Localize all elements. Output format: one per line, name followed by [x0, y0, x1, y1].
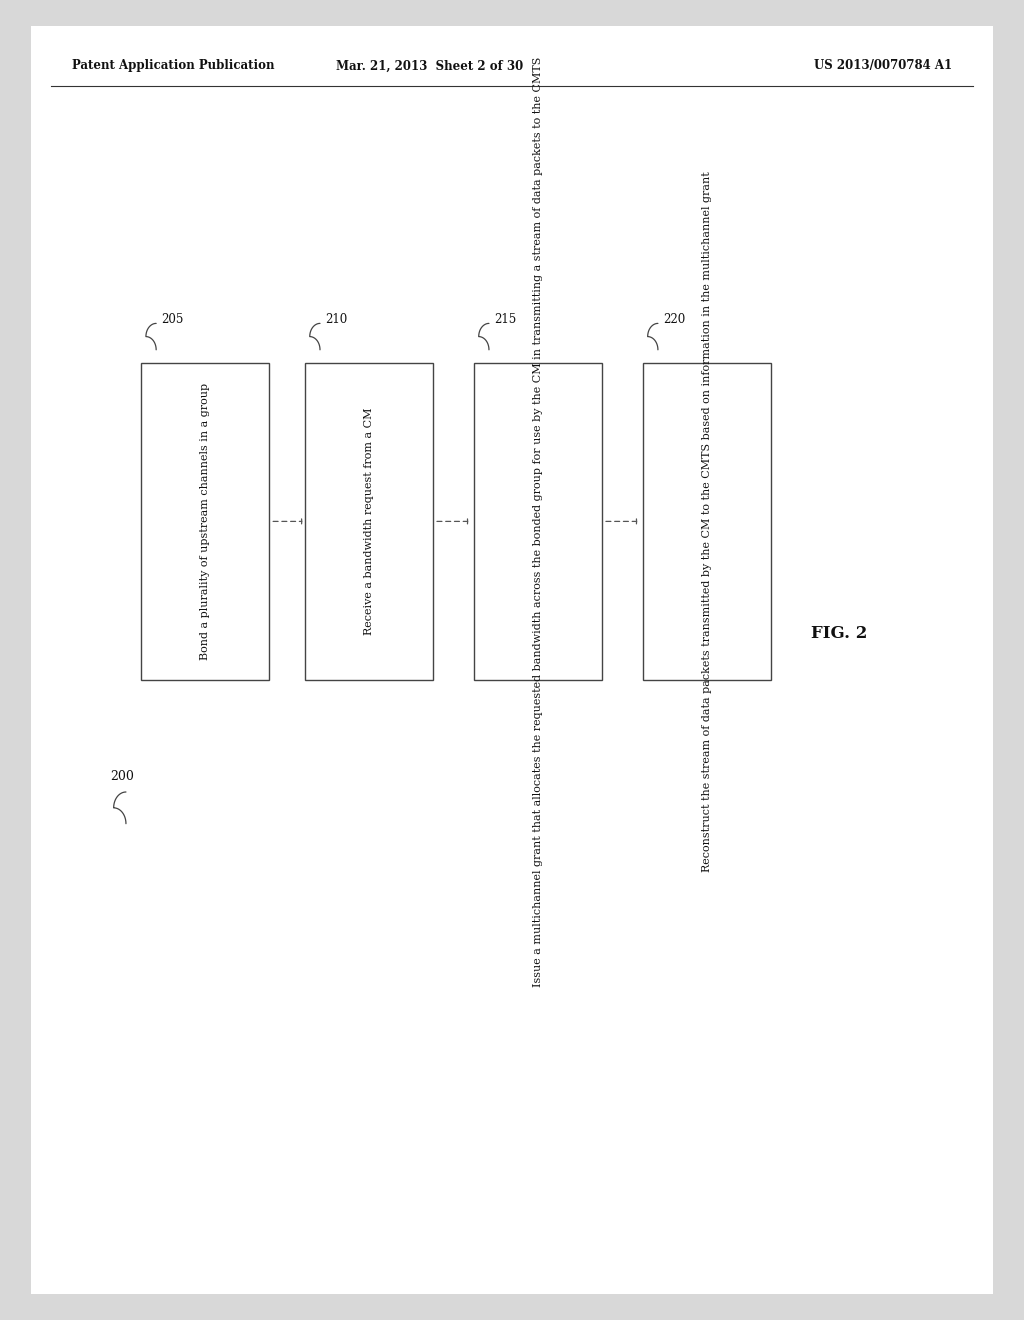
Bar — [643, 363, 770, 680]
Text: 215: 215 — [495, 313, 516, 326]
Text: Bond a plurality of upstream channels in a group: Bond a plurality of upstream channels in… — [200, 383, 210, 660]
Text: 200: 200 — [111, 770, 134, 783]
Bar — [473, 363, 602, 680]
Text: US 2013/0070784 A1: US 2013/0070784 A1 — [814, 59, 952, 73]
Text: Issue a multichannel grant that allocates the requested bandwidth across the bon: Issue a multichannel grant that allocate… — [532, 57, 543, 986]
Text: 205: 205 — [162, 313, 183, 326]
Bar — [305, 363, 432, 680]
Text: Mar. 21, 2013  Sheet 2 of 30: Mar. 21, 2013 Sheet 2 of 30 — [337, 59, 523, 73]
Text: 220: 220 — [664, 313, 685, 326]
Text: Reconstruct the stream of data packets transmitted by the CM to the CMTS based o: Reconstruct the stream of data packets t… — [701, 172, 712, 871]
Text: Receive a bandwidth request from a CM: Receive a bandwidth request from a CM — [364, 408, 374, 635]
Text: FIG. 2: FIG. 2 — [811, 626, 868, 642]
Text: 210: 210 — [326, 313, 347, 326]
Text: Patent Application Publication: Patent Application Publication — [72, 59, 274, 73]
Bar — [141, 363, 268, 680]
